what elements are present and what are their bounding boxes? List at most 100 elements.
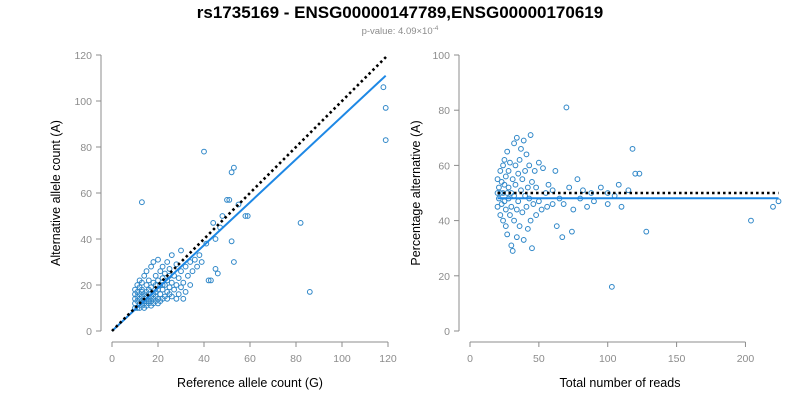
data-point <box>166 284 173 291</box>
x-tick-label: 150 <box>668 353 686 365</box>
data-point <box>189 268 196 275</box>
data-point <box>502 206 509 213</box>
data-point <box>522 168 528 174</box>
data-point <box>523 203 530 210</box>
data-point <box>155 256 161 263</box>
data-point <box>187 259 194 265</box>
data-point <box>513 206 520 213</box>
data-point <box>228 238 235 245</box>
data-point <box>552 168 559 174</box>
data-point <box>494 203 501 210</box>
y-axis-label: Percentage alternative (A) <box>409 120 423 265</box>
data-point <box>497 212 504 218</box>
y-tick-label: 100 <box>432 50 450 62</box>
data-point <box>507 159 513 166</box>
data-point <box>527 132 534 138</box>
y-tick-label: 120 <box>74 50 92 62</box>
reference-line <box>111 54 389 332</box>
data-point <box>210 220 217 226</box>
data-point <box>636 170 643 177</box>
data-point <box>529 245 535 252</box>
data-point <box>494 176 501 183</box>
data-point <box>143 282 150 288</box>
data-point <box>175 291 182 298</box>
x-tick-label: 80 <box>290 353 302 365</box>
data-point <box>231 164 237 171</box>
data-point <box>139 199 145 206</box>
data-point <box>191 256 198 263</box>
data-point <box>166 266 173 272</box>
data-point <box>524 184 531 191</box>
fit-line <box>111 74 387 332</box>
data-point <box>518 145 524 152</box>
data-point <box>591 198 597 205</box>
data-point <box>242 213 249 219</box>
y-tick-label: 0 <box>86 326 92 338</box>
data-point <box>306 289 313 295</box>
data-point <box>588 190 595 196</box>
data-point <box>526 162 533 169</box>
data-point <box>584 203 590 210</box>
data-point <box>178 284 184 291</box>
data-point <box>618 203 625 210</box>
data-point <box>208 277 214 284</box>
data-point <box>157 268 164 275</box>
data-point <box>597 184 604 191</box>
data-point <box>516 156 523 163</box>
x-axis-label: Total number of reads <box>560 376 681 390</box>
data-point <box>152 272 159 279</box>
data-point <box>297 220 304 226</box>
data-point <box>531 168 538 174</box>
data-point <box>203 240 210 247</box>
data-point <box>168 293 175 300</box>
data-point <box>224 197 230 203</box>
data-point <box>533 184 540 191</box>
scatter-panel-left: 0 20 40 60 80 100 120 0 20 40 60 80 100 120 Reference … <box>49 50 397 390</box>
data-point <box>382 105 389 111</box>
data-point <box>530 201 537 207</box>
y-tick-label: 20 <box>438 271 450 283</box>
chart-title: rs1735169 - ENSG00000147789,ENSG00000170… <box>197 3 603 22</box>
data-point <box>511 217 517 224</box>
data-point <box>570 206 577 213</box>
data-point <box>500 162 506 169</box>
data-point <box>625 187 632 194</box>
data-point <box>497 168 504 174</box>
data-point <box>164 259 171 265</box>
data-point <box>535 159 542 166</box>
x-tick-label: 120 <box>379 353 397 365</box>
data-point <box>159 286 166 293</box>
chart-subtitle: p-value: 4.09×10-4 <box>362 25 439 37</box>
data-point <box>512 181 519 188</box>
data-point <box>509 248 516 254</box>
data-point <box>520 237 527 243</box>
data-point <box>168 279 175 286</box>
data-point <box>162 270 168 277</box>
data-point <box>632 170 639 177</box>
data-point <box>629 145 636 152</box>
x-tick-label: 40 <box>198 353 210 365</box>
data-point <box>770 203 776 210</box>
data-point <box>574 176 581 183</box>
x-tick-label: 50 <box>533 353 545 365</box>
data-point <box>155 277 161 284</box>
data-point <box>501 181 508 188</box>
data-point <box>560 201 567 207</box>
data-point <box>226 197 233 203</box>
data-point <box>507 212 513 218</box>
data-point <box>498 179 505 185</box>
data-point <box>535 198 542 205</box>
data-point <box>516 223 523 230</box>
data-point <box>566 184 573 191</box>
data-point <box>382 137 389 144</box>
data-point <box>505 184 512 191</box>
data-point <box>212 236 219 242</box>
data-point <box>608 283 615 290</box>
y-tick-label: 40 <box>438 216 450 228</box>
data-point <box>523 151 530 158</box>
data-point <box>171 286 178 293</box>
data-point <box>533 212 540 218</box>
data-point <box>513 234 520 241</box>
x-tick-label: 0 <box>109 353 115 365</box>
